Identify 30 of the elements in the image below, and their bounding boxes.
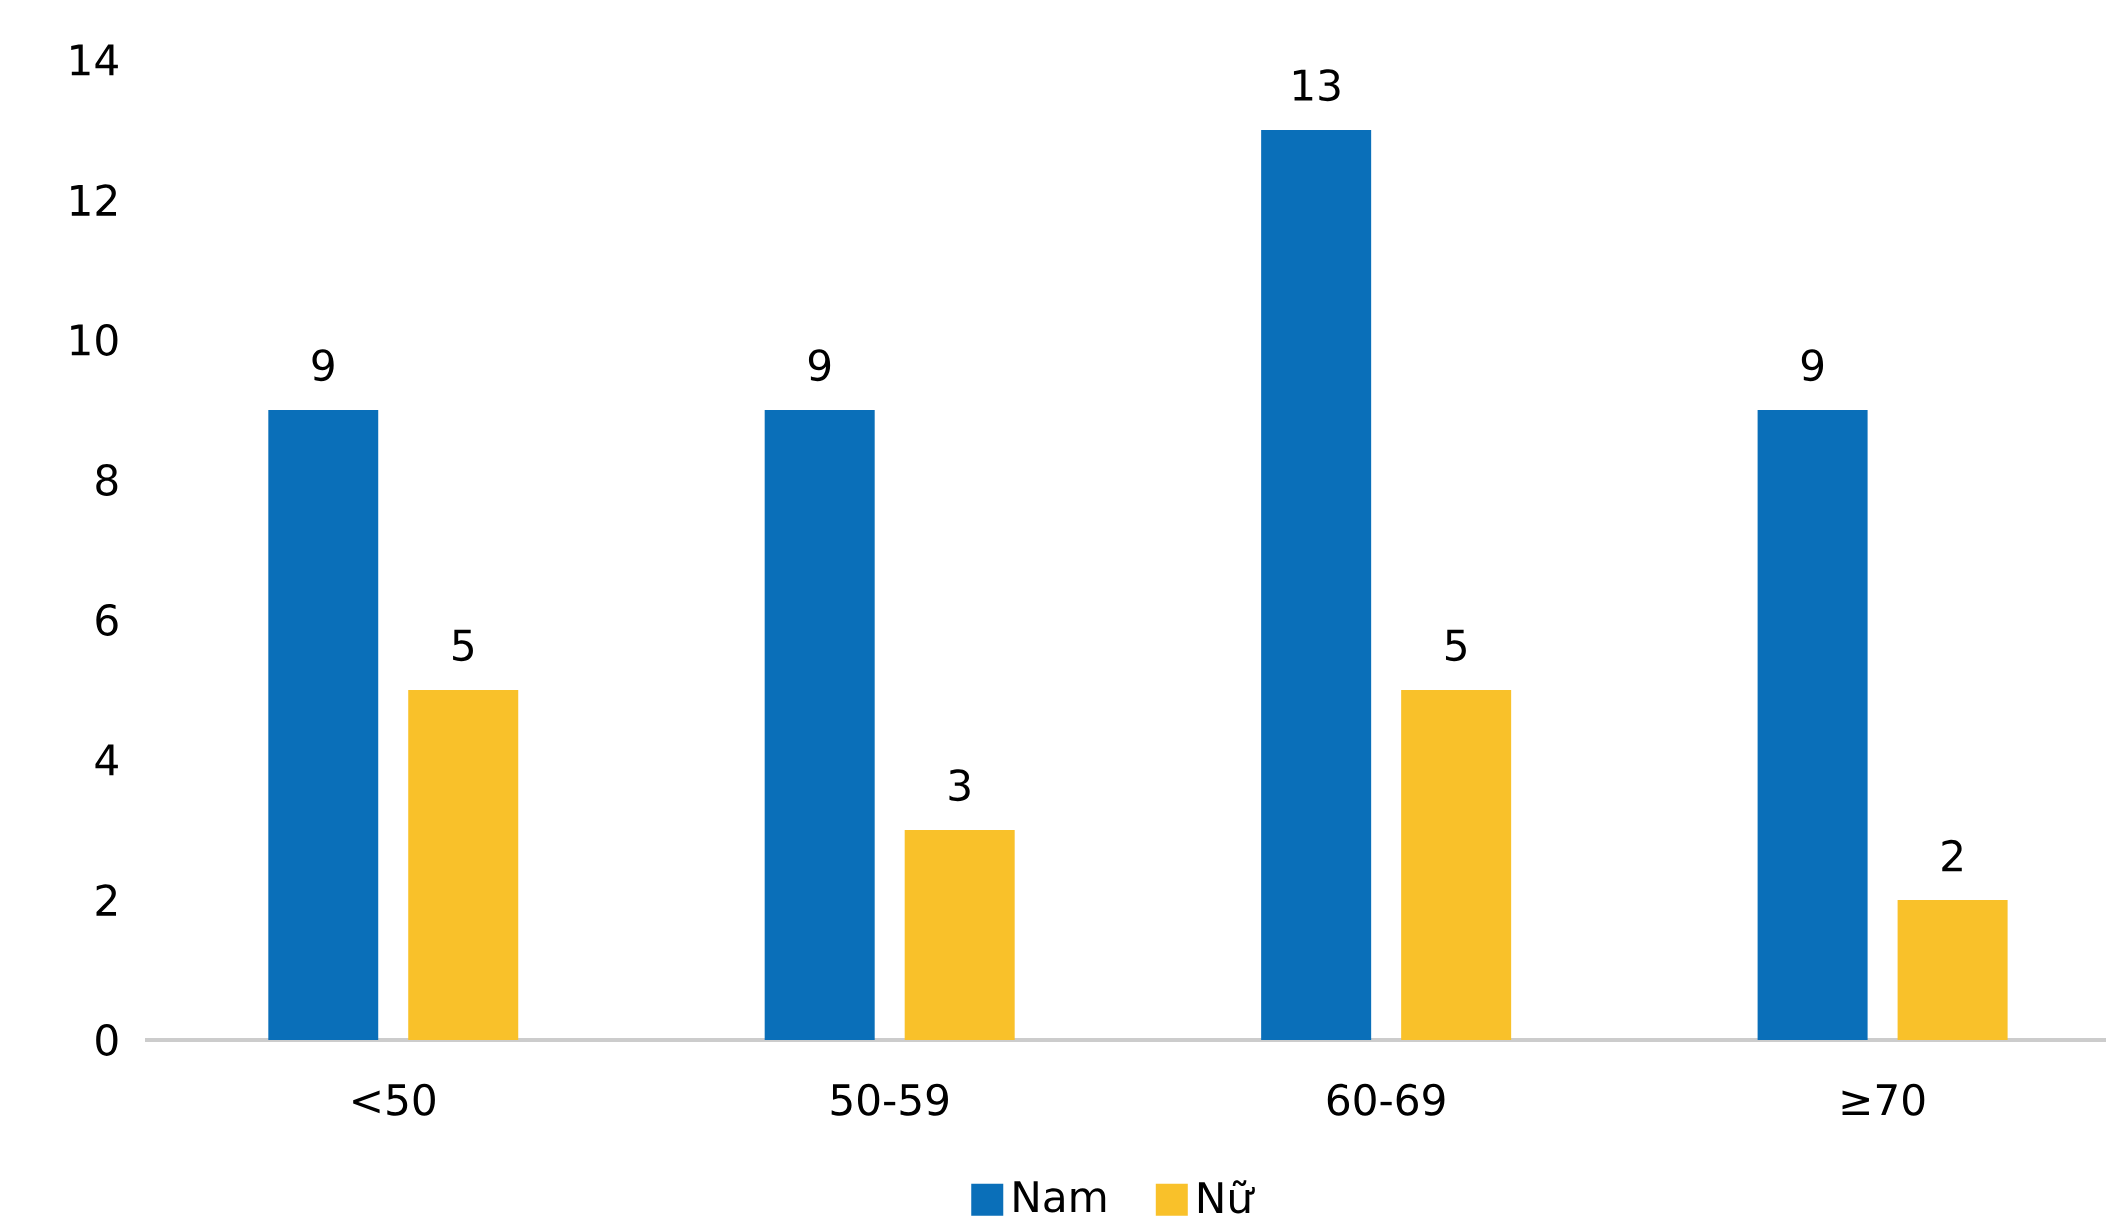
- data-label: 5: [1445, 629, 1466, 662]
- data-label: 9: [312, 349, 334, 382]
- y-tick-label: 2: [96, 884, 117, 916]
- bar: [764, 409, 875, 1040]
- bar: [1261, 129, 1372, 1040]
- data-label: 2: [1942, 839, 1962, 872]
- y-tick-label: 12: [71, 184, 116, 216]
- legend-label: Nam: [1014, 1181, 1106, 1213]
- data-label: 13: [1293, 69, 1340, 102]
- bar: [268, 409, 379, 1040]
- y-tick-label: 0: [96, 1024, 118, 1056]
- x-tick-label: ≥70: [1842, 1083, 1925, 1116]
- y-tick-label: 14: [71, 44, 118, 76]
- bar: [1757, 409, 1868, 1040]
- x-tick-label: 50-59: [831, 1083, 948, 1116]
- x-tick-label: <50: [353, 1083, 435, 1116]
- bar: [408, 689, 519, 1040]
- bar: [1401, 689, 1512, 1040]
- bar: [1897, 899, 2008, 1040]
- y-tick-label: 10: [71, 324, 118, 356]
- data-label: 9: [808, 349, 831, 382]
- data-label: 5: [453, 629, 473, 662]
- bar: [904, 829, 1015, 1040]
- x-tick-label: 60-69: [1327, 1083, 1445, 1116]
- data-label: 3: [949, 769, 970, 802]
- legend-label: Nữ: [1198, 1180, 1255, 1214]
- y-tick-label: 6: [96, 604, 118, 636]
- y-tick-label: 4: [95, 744, 118, 776]
- y-tick-label: 8: [96, 464, 118, 496]
- data-label: 9: [1801, 349, 1824, 382]
